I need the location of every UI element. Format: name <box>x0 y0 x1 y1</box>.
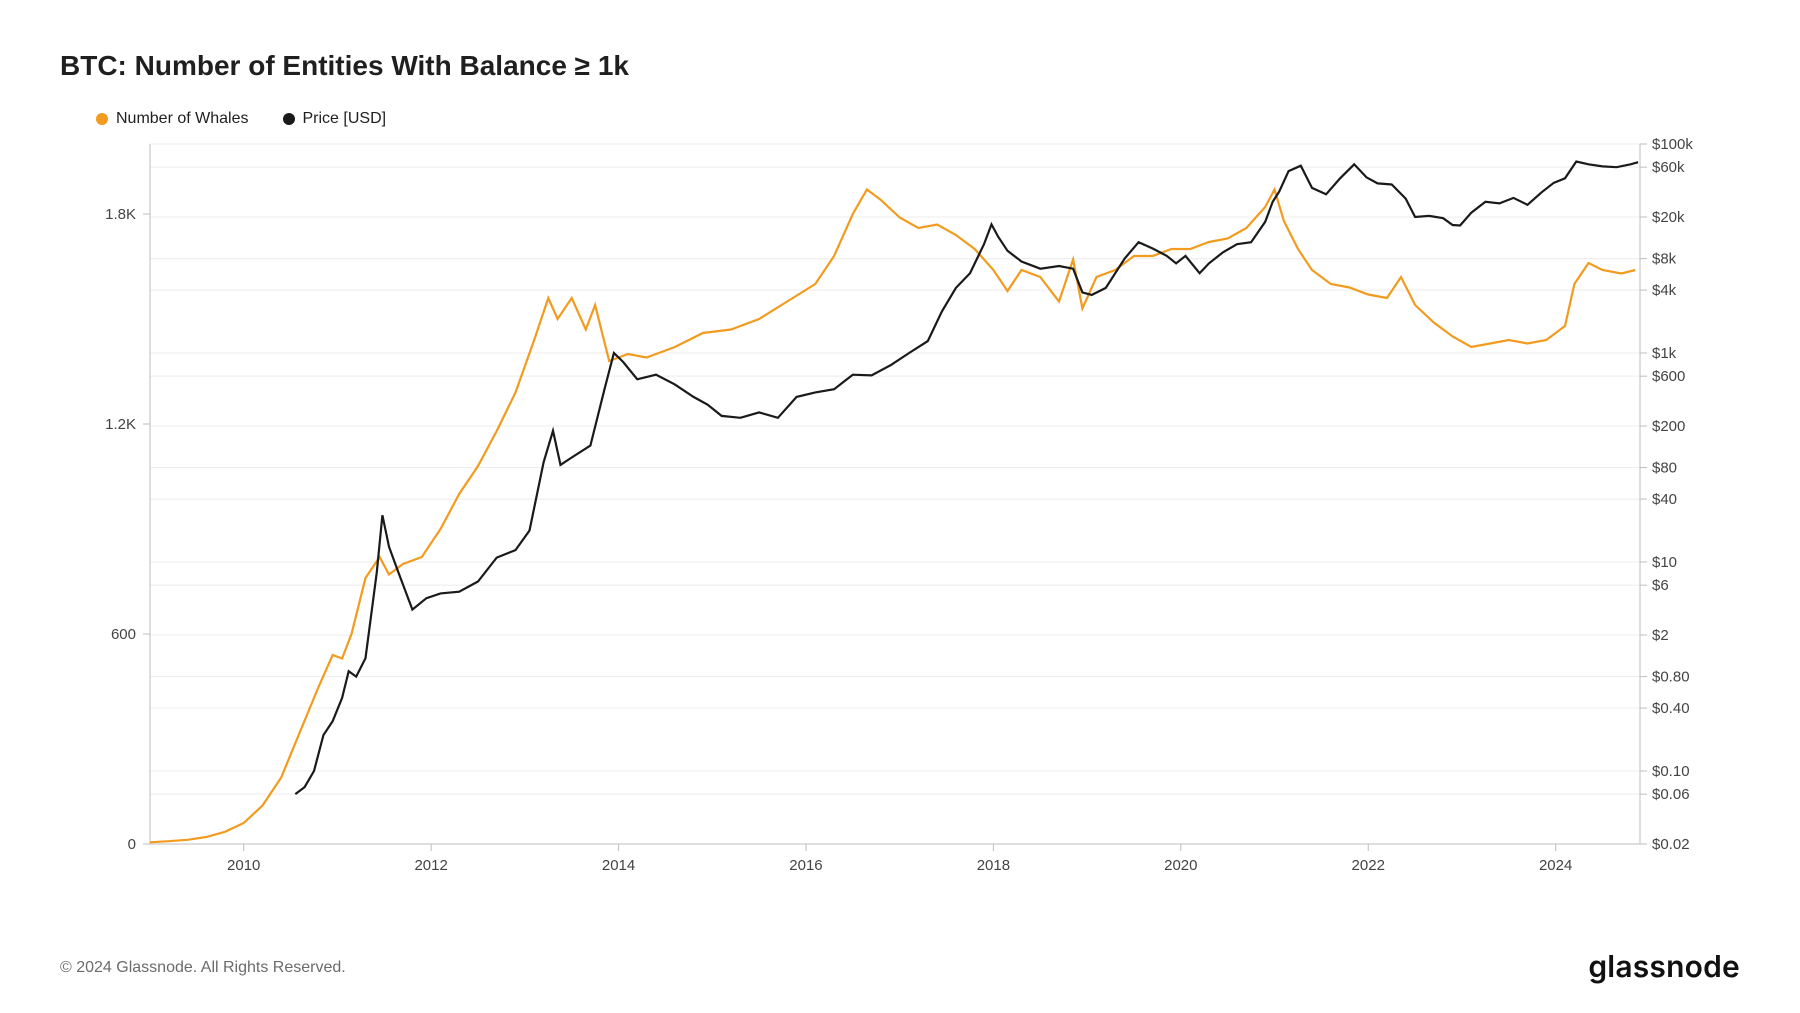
legend-item-price: Price [USD] <box>283 110 387 128</box>
x-tick-label: 2024 <box>1539 857 1572 874</box>
x-tick-label: 2010 <box>227 857 260 874</box>
x-tick-label: 2022 <box>1352 857 1385 874</box>
y-right-tick-label: $0.40 <box>1652 700 1690 717</box>
chart-title: BTC: Number of Entities With Balance ≥ 1… <box>60 50 1740 82</box>
x-tick-label: 2020 <box>1164 857 1197 874</box>
y-right-tick-label: $0.10 <box>1652 763 1690 780</box>
legend-item-whales: Number of Whales <box>96 110 249 128</box>
y-right-tick-label: $0.80 <box>1652 669 1690 686</box>
y-right-tick-label: $40 <box>1652 491 1677 508</box>
y-right-tick-label: $2 <box>1652 627 1669 644</box>
y-right-tick-label: $20k <box>1652 209 1685 226</box>
y-right-tick-label: $4k <box>1652 282 1677 299</box>
y-left-tick-label: 1.8K <box>105 206 136 223</box>
legend-dot-whales <box>96 113 108 125</box>
y-left-tick-label: 0 <box>128 836 136 853</box>
y-right-tick-label: $1k <box>1652 345 1677 362</box>
y-right-tick-label: $8k <box>1652 251 1677 268</box>
y-right-tick-label: $100k <box>1652 136 1693 153</box>
x-tick-label: 2016 <box>789 857 822 874</box>
y-right-tick-label: $6 <box>1652 577 1669 594</box>
legend-dot-price <box>283 113 295 125</box>
y-right-tick-label: $600 <box>1652 368 1685 385</box>
y-right-tick-label: $0.06 <box>1652 786 1690 803</box>
y-right-tick-label: $0.02 <box>1652 836 1690 853</box>
brand-logo: glassnode <box>1588 949 1740 985</box>
series-whales <box>150 190 1635 843</box>
copyright-text: © 2024 Glassnode. All Rights Reserved. <box>60 959 346 977</box>
chart-area: 2010 2012 2014 2016 2018 2020 2022 2024 0 600 1.2K… <box>60 134 1740 894</box>
y-right-tick-label: $60k <box>1652 159 1685 176</box>
y-right-tick-label: $80 <box>1652 460 1677 477</box>
y-right-tick-label: $200 <box>1652 418 1685 435</box>
y-left-tick-label: 600 <box>111 626 136 643</box>
legend-label-price: Price [USD] <box>303 110 387 128</box>
y-left-tick-label: 1.2K <box>105 416 136 433</box>
series-price <box>295 162 1638 795</box>
x-tick-label: 2012 <box>414 857 447 874</box>
y-right-tick-label: $10 <box>1652 554 1677 571</box>
chart-svg: 2010 2012 2014 2016 2018 2020 2022 2024 0 600 1.2K… <box>60 134 1740 894</box>
x-tick-label: 2018 <box>977 857 1010 874</box>
chart-legend: Number of Whales Price [USD] <box>96 110 1740 128</box>
legend-label-whales: Number of Whales <box>116 110 249 128</box>
x-tick-label: 2014 <box>602 857 635 874</box>
